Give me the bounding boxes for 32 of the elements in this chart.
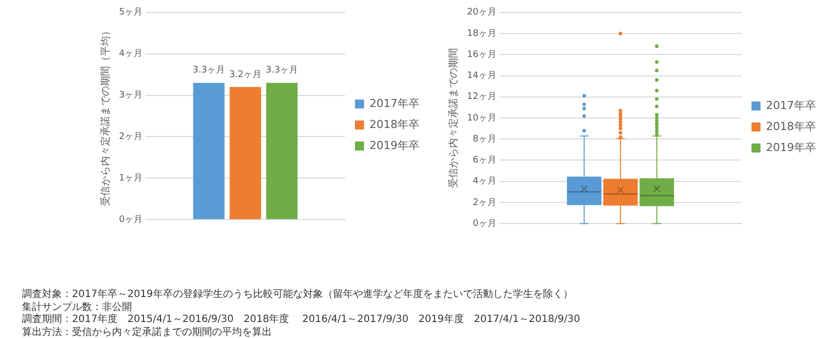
legend-label: 2018年卒 [370,118,420,131]
y-tick-label: 4ヶ月 [472,176,496,187]
y-tick-label: 1ヶ月 [118,174,143,184]
y-tick-label: 18ヶ月 [467,28,496,39]
y-tick-label: 0ヶ月 [118,214,143,225]
text: 算出方法：受信から内々定承諾までの期間の平均を算出 [22,326,273,338]
text: 調査対象：2017年卒～2019年卒の登録学生のうち比較可能な対象（留年や進学など年度をまたいで活動した学生を除く） [22,289,574,302]
y-tick-label: 2ヶ月 [472,198,496,208]
y-tick-label: 4ヶ月 [118,49,143,60]
y-tick-label: 20ヶ月 [467,8,496,18]
data-label: 3.3ヶ月 [266,66,298,76]
legend-label: 2019年卒 [370,138,420,152]
text: 調査期間：2017年度 2015/4/1～2016/9/30 2018年度 2016/4/1～2017/9/30 2019年度 2017/4/1～2018/9/30 [22,314,580,326]
legend-label: 2018年卒 [766,120,816,133]
y-axis-title: 受信から内々定承諾までの期間 [448,48,460,188]
y-tick-label: 10ヶ月 [467,113,496,124]
y-tick-label: 3ヶ月 [118,90,143,101]
y-tick-label: 6ヶ月 [472,156,496,166]
y-tick-label: 2ヶ月 [118,132,143,142]
y-tick-label: 0ヶ月 [472,218,496,229]
legend-label: 2019年卒 [766,140,816,154]
data-label: 3.3ヶ月 [192,66,225,76]
y-tick-label: 5ヶ月 [118,8,143,18]
text: 集計サンプル数：非公開 [22,302,133,314]
legend-label: 2017年卒 [370,96,420,110]
y-axis-title: 受信から内々定承諾までの期間（平均） [100,26,112,206]
y-tick-label: 8ヶ月 [472,134,496,144]
y-tick-label: 14ヶ月 [467,71,496,82]
data-label: 3.2ヶ月 [229,70,262,80]
y-tick-label: 16ヶ月 [467,50,496,60]
legend-label: 2017年卒 [766,98,816,112]
y-tick-label: 12ヶ月 [467,92,496,102]
